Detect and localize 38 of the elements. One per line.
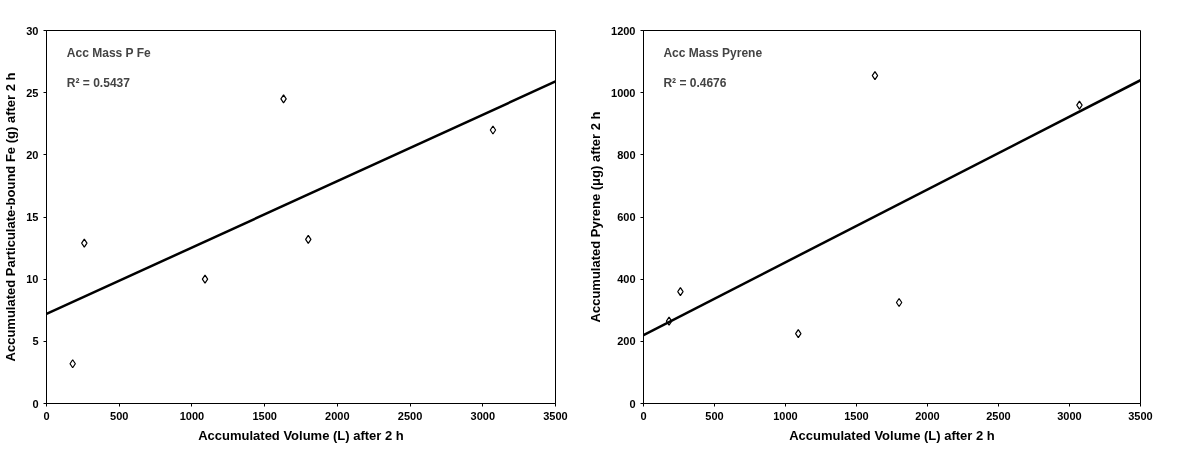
x-tick-label: 2000 (915, 409, 940, 422)
x-tick-label: 1000 (773, 409, 798, 422)
x-tick-label: 0 (640, 409, 647, 422)
x-tick-label: 2000 (325, 409, 350, 422)
y-tick-label: 0 (32, 397, 39, 410)
y-tick-label: 0 (629, 397, 636, 410)
annotation: Acc Mass Pyrene (663, 45, 763, 60)
x-tick-label: 3000 (470, 409, 496, 422)
y-tick-label: 15 (26, 211, 39, 223)
y-tick-label: 20 (26, 148, 39, 161)
y-tick-label: 800 (617, 148, 636, 161)
x-tick-label: 2500 (397, 409, 423, 422)
x-tick-label: 1000 (179, 409, 205, 422)
y-tick-label: 400 (617, 273, 636, 286)
x-tick-label: 500 (705, 409, 724, 422)
y-tick-label: 1200 (611, 24, 636, 37)
x-tick-label: 3500 (543, 409, 568, 422)
y-tick-label: 5 (32, 335, 39, 348)
y-tick-label: 1000 (611, 86, 636, 99)
x-tick-label: 3000 (1057, 409, 1082, 422)
x-tick-label: 500 (110, 409, 129, 422)
y-tick-label: 30 (26, 24, 39, 37)
x-tick-label: 2500 (986, 409, 1011, 422)
annotation: Acc Mass P Fe (66, 45, 152, 60)
y-axis-title: Accumulated Pyrene (μg) after 2 h (588, 111, 604, 323)
annotation: R² = 0.5437 (66, 75, 131, 90)
x-tick-label: 1500 (844, 409, 869, 422)
annotation: R² = 0.4676 (663, 75, 727, 90)
y-tick-label: 25 (26, 86, 39, 99)
y-axis-title: Accumulated Particulate-bound Fe (g) after 2 h (3, 72, 19, 362)
x-tick-label: 3500 (1128, 409, 1153, 422)
y-tick-label: 600 (617, 211, 636, 223)
x-axis-title: Accumulated Volume (L) after 2 h (789, 427, 995, 443)
x-tick-label: 0 (43, 409, 50, 422)
y-tick-label: 200 (617, 335, 636, 348)
y-tick-label: 10 (26, 273, 39, 286)
x-axis-title: Accumulated Volume (L) after 2 h (198, 427, 404, 443)
x-tick-label: 1500 (252, 409, 277, 422)
